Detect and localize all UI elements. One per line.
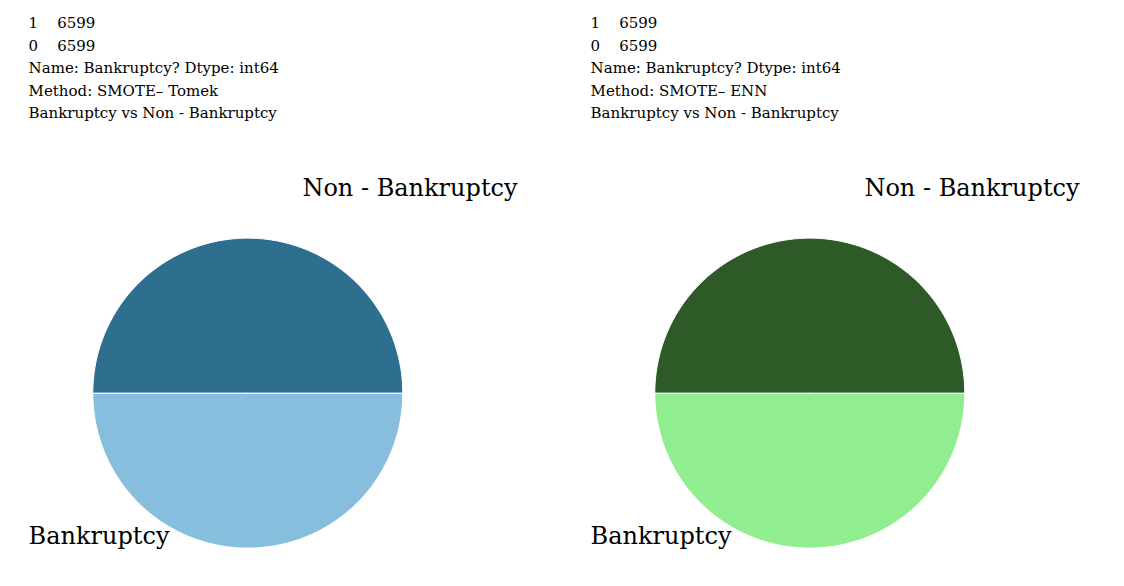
svg-text:1 65990 6599Name: Bankru: 1 65990 6599Name: Bankruptcy? Dtype: int… [29,14,279,122]
svg-text:Bankruptcy: Bankruptcy [591,522,732,550]
svg-text:Non - Bankruptcy: Non - Bankruptcy [864,174,1080,202]
svg-text:Bankruptcy: Bankruptcy [29,522,170,550]
svg-text:1 65990 6599Name: Bankru: 1 65990 6599Name: Bankruptcy? Dtype: int… [591,14,841,122]
svg-text:Non - Bankruptcy: Non - Bankruptcy [302,174,518,202]
